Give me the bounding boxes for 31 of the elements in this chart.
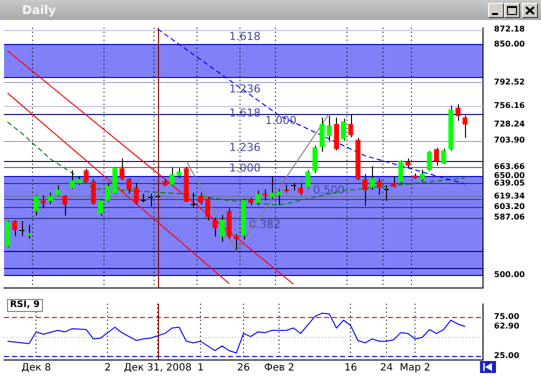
- x-tick-label: 16: [344, 362, 358, 374]
- y-tick-label: 500.00: [494, 270, 526, 280]
- x-tick-label: Дек 31, 2008: [124, 362, 192, 374]
- y-tick-label: 650.00: [494, 171, 526, 180]
- x-tick-label: 1: [197, 362, 204, 374]
- x-tick-label: Мар 2: [400, 362, 430, 374]
- y-tick-label: 663.66: [494, 162, 526, 172]
- x-tick-label: 26: [237, 362, 250, 374]
- chart-title: Daily: [22, 3, 56, 17]
- y-tick-label: 603.20: [494, 202, 526, 212]
- annotation: 1.000: [265, 114, 297, 127]
- x-tick-label: 2: [104, 362, 111, 374]
- annotation: 1.236: [229, 140, 261, 154]
- y-tick-label: 639.05: [494, 178, 526, 188]
- y-tick-label: 75.00: [494, 312, 520, 322]
- annotation: 0.500: [313, 184, 345, 197]
- y-tick-label: 703.90: [494, 136, 526, 145]
- y-tick-label: 728.24: [494, 120, 526, 129]
- y-tick-label: 619.34: [494, 191, 526, 200]
- x-tick-label: 24: [380, 362, 393, 374]
- y-tick-label: 587.06: [494, 212, 526, 222]
- x-tick-label: Дек 8: [21, 362, 51, 374]
- y-tick-label: 872.18: [494, 24, 526, 34]
- y-tick-label: 756.16: [494, 101, 526, 110]
- y-tick-label: 850.00: [494, 39, 526, 48]
- annotation: 1.618: [229, 30, 261, 44]
- x-tick-label: Фев 2: [264, 362, 294, 374]
- chart-title: RSI, 9: [7, 299, 43, 312]
- y-tick-label: 25.00: [494, 351, 520, 360]
- y-tick-label: 792.52: [494, 77, 525, 86]
- y-tick-label: 62.90: [494, 322, 520, 331]
